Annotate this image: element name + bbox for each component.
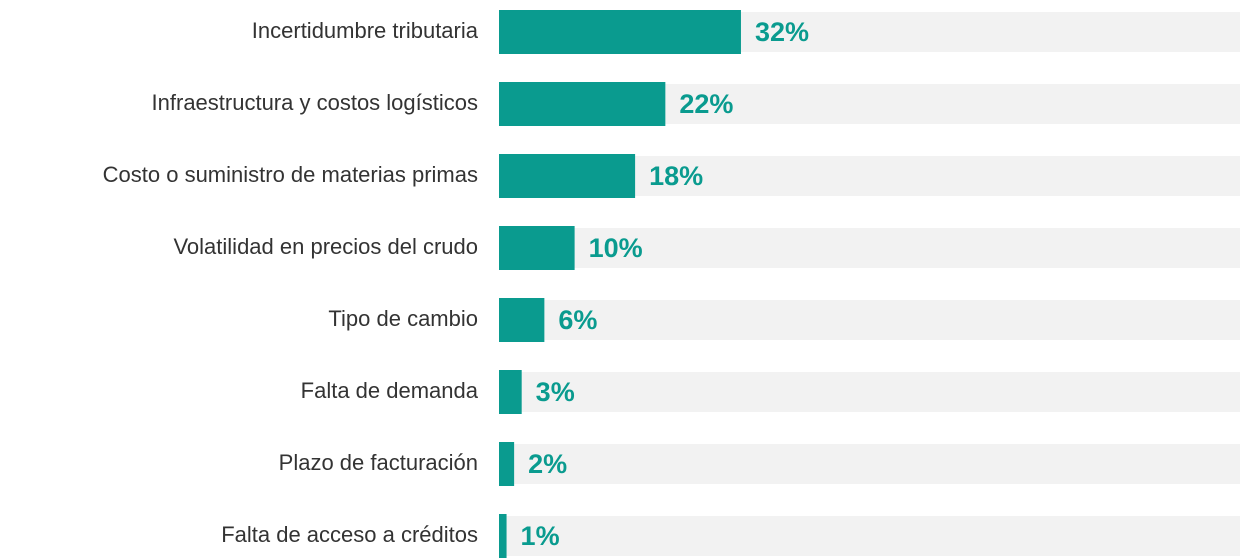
bar — [499, 226, 575, 270]
category-label: Volatilidad en precios del crudo — [173, 234, 478, 259]
bar — [499, 154, 636, 198]
bar-track — [499, 300, 1240, 340]
bar-track — [499, 372, 1240, 412]
bar — [499, 82, 666, 126]
value-label: 6% — [558, 305, 597, 335]
value-label: 10% — [589, 233, 643, 263]
category-label: Plazo de facturación — [279, 450, 478, 475]
bar-track — [499, 444, 1240, 484]
bar — [499, 370, 522, 414]
value-label: 18% — [649, 161, 703, 191]
value-label: 32% — [755, 17, 809, 47]
category-label: Tipo de cambio — [328, 306, 478, 331]
category-label: Incertidumbre tributaria — [252, 18, 479, 43]
bar — [499, 514, 507, 558]
value-label: 3% — [536, 377, 575, 407]
bar — [499, 298, 545, 342]
value-label: 2% — [528, 449, 567, 479]
value-label: 1% — [521, 521, 560, 551]
bar — [499, 10, 741, 54]
bar-track — [499, 228, 1240, 268]
bar — [499, 442, 515, 486]
category-label: Infraestructura y costos logísticos — [152, 90, 478, 115]
category-label: Costo o suministro de materias primas — [103, 162, 478, 187]
category-label: Falta de acceso a créditos — [221, 522, 478, 547]
bar-track — [499, 516, 1240, 556]
value-label: 22% — [679, 89, 733, 119]
category-label: Falta de demanda — [301, 378, 479, 403]
